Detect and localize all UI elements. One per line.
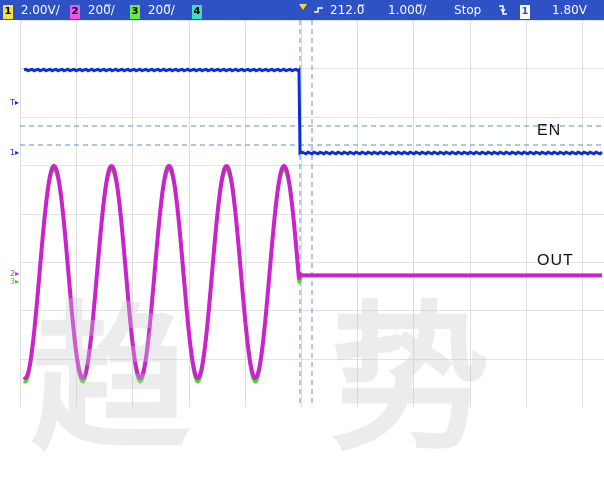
out-trace (22, 163, 602, 381)
ch4-settings[interactable]: 4 (192, 0, 202, 20)
ch3-badge: 3 (130, 5, 140, 19)
en-trace (23, 67, 603, 156)
cursor-lines (20, 20, 604, 407)
traces (22, 67, 603, 384)
status-bar: 1 2.00V/ 2 200̅/ 3 200̅/ 4 212.0̅ 1.000̅… (0, 0, 604, 20)
ch2-scale: 200̅/ (87, 3, 115, 17)
ch2-settings[interactable]: 2 200̅/ (70, 0, 115, 20)
trigger-marker-icon (312, 0, 326, 20)
trigger-position-icon (296, 0, 310, 20)
out-label: OUT (537, 252, 574, 269)
en-label: EN (537, 122, 562, 139)
ch3-marker[interactable]: 3▸ (10, 277, 20, 286)
ch1-marker[interactable]: 1▸ (10, 148, 20, 157)
ch1-badge: 1 (3, 5, 13, 19)
ch2-badge: 2 (70, 5, 80, 19)
trigger-level[interactable]: 1.80V (552, 3, 587, 17)
ch1-settings[interactable]: 1 2.00V/ (3, 0, 60, 20)
time-scale[interactable]: 1.000̅/ (388, 3, 427, 17)
ch1-scale: 2.00V/ (20, 3, 60, 17)
falling-edge-icon[interactable] (497, 0, 509, 20)
trigger-source[interactable]: 1 (520, 0, 530, 20)
time-offset[interactable]: 212.0̅ (330, 3, 365, 17)
ch2-marker[interactable]: 2▸ (10, 269, 20, 278)
channel-marker-rail: T▸ 1▸ 2▸ 3▸ (0, 20, 20, 407)
ch4-badge: 4 (192, 5, 202, 19)
ch3-settings[interactable]: 3 200̅/ (130, 0, 175, 20)
ch3-scale: 200̅/ (147, 3, 175, 17)
trigger-level-marker[interactable]: T▸ (10, 98, 19, 107)
trigger-source-badge: 1 (520, 5, 530, 19)
waveform-display[interactable] (20, 20, 604, 408)
waveform-canvas (20, 20, 604, 408)
run-state[interactable]: Stop (454, 3, 482, 17)
